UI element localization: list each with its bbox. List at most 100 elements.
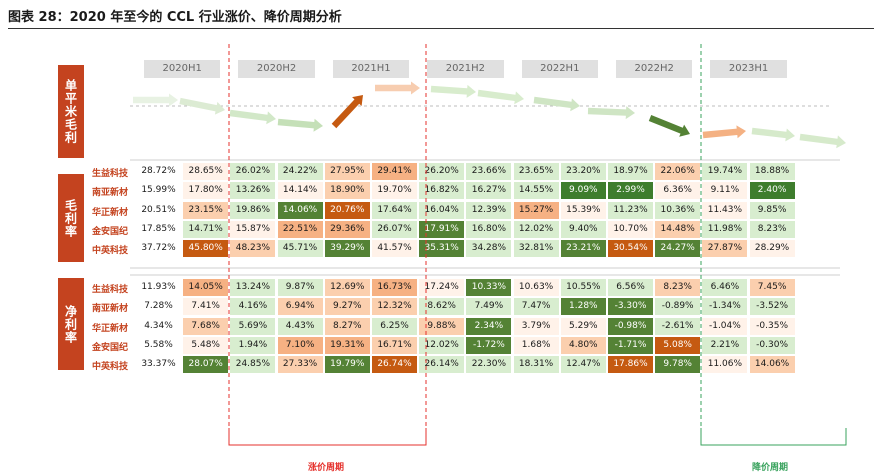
gross-margin-cell: 2.99% [608,182,653,200]
gross-margin-cell: 11.23% [608,201,653,219]
net-margin-cell: 7.10% [277,336,323,354]
gross-margin-cell: 9.09% [560,182,606,200]
row-label-gross-margin: 毛利率 [58,174,84,262]
gross-margin-cell: 18.97% [608,163,653,180]
net-margin-cell: -1.71% [608,336,653,354]
gross-margin-cell: 13.26% [230,182,276,200]
gross-margin-cell: 6.36% [655,182,701,200]
gross-margin-cell: 29.41% [372,163,417,180]
trend-arrow-down [430,84,476,98]
row-label-net-margin-text: 净利率 [63,304,78,344]
net-margin-cell: 9.78% [655,356,701,374]
gross-margin-cell: 14.71% [183,220,229,238]
net-margin-cell: 14.06% [749,356,795,374]
gross-margin-cell: 30.54% [608,240,653,258]
net-margin-cell: 4.34% [136,317,181,335]
net-margin-cell: 10.55% [560,279,606,296]
trend-arrow-down [751,127,795,142]
gross-margin-cell: 32.81% [513,240,559,258]
phase-label-down: 降价周期 [752,463,789,473]
net-margin-cell: -0.98% [608,317,653,335]
gross-margin-cell: 28.65% [183,163,229,180]
net-margin-cell: 6.94% [277,298,323,316]
net-margin-cell: 5.48% [183,336,229,354]
gross-margin-cell: 8.23% [749,220,795,238]
period-header: 2021H2 [427,60,504,78]
gross-margin-cell: 23.15% [183,201,229,219]
net-margin-cell: 12.47% [560,356,606,374]
net-margin-cell: 26.74% [372,356,417,374]
gross-margin-cell: 9.40% [560,220,606,238]
net-margin-cell: 5.08% [655,336,701,354]
net-margin-cell: 17.86% [608,356,653,374]
gross-margin-cell: 23.66% [466,163,512,180]
gross-margin-cell: 2.40% [749,182,795,200]
net-margin-cell: 6.56% [608,279,653,296]
net-margin-cell: 8.23% [655,279,701,296]
period-header: 2023H1 [710,60,787,78]
trend-arrow-up [331,95,363,129]
net-margin-cell: 11.06% [702,356,748,374]
net-margin-company-label: 生益科技 [91,285,128,295]
gross-margin-cell: 24.22% [277,163,323,180]
net-margin-cell: 12.32% [372,298,417,316]
row-label-gross-trend: 单平米毛利 [58,65,84,158]
net-margin-company-label: 华正新材 [91,323,128,334]
net-margin-cell: 6.46% [702,279,748,296]
gross-margin-cell: 9.85% [749,201,795,219]
trend-arrow-flat [133,93,178,107]
net-margin-cell: 19.31% [324,336,370,354]
net-margin-cell: 3.79% [513,317,559,335]
row-label-gross-margin-text: 毛利率 [63,198,78,238]
gross-margin-cell: 9.11% [702,182,748,200]
gross-margin-cell: 12.02% [513,220,559,238]
gross-margin-cell: 26.20% [419,163,465,180]
trend-arrow-flat [375,81,420,95]
net-margin-cell: 9.88% [419,317,465,335]
gross-margin-cell: 17.91% [419,220,465,238]
trend-arrow-up [702,125,746,139]
gross-margin-cell: 27.95% [324,163,370,180]
net-margin-cell: 2.34% [466,317,512,335]
gross-margin-cell: 16.04% [419,201,465,219]
gross-margin-cell: 19.70% [372,182,417,200]
net-margin-cell: -0.30% [749,336,795,354]
net-margin-cell: 26.14% [419,356,465,374]
net-margin-cell: 27.33% [277,356,323,374]
title-divider [8,28,874,29]
gross-margin-cell: 41.57% [372,240,417,258]
gross-margin-company-label: 华正新材 [91,207,128,218]
gross-margin-cell: 45.80% [183,240,229,258]
gross-margin-cell: 28.29% [749,240,795,258]
gross-margin-cell: 34.28% [466,240,512,258]
gross-margin-company-label: 金安国纪 [91,226,128,237]
trend-arrow-down [533,96,580,112]
period-header: 2022H1 [521,60,598,78]
up-cycle-bracket [228,428,427,446]
gross-margin-cell: 14.48% [655,220,701,238]
gross-margin-cell: 45.71% [277,240,323,258]
gross-margin-cell: 20.76% [324,201,370,219]
gross-margin-cell: 23.65% [513,163,559,180]
gross-margin-cell: 15.99% [136,182,181,200]
chart-title: 图表 28：2020 年至今的 CCL 行业涨价、降价周期分析 [8,10,342,25]
down-cycle-bracket [700,428,847,446]
gross-margin-cell: 26.07% [372,220,417,238]
gross-margin-cell: 16.80% [466,220,512,238]
gross-margin-cell: 15.39% [560,201,606,219]
gross-margin-cell: 23.21% [560,240,606,258]
net-margin-cell: 4.80% [560,336,606,354]
net-margin-cell: 9.87% [277,279,323,296]
net-margin-cell: 11.93% [136,279,181,296]
net-margin-cell: 7.28% [136,298,181,316]
period-header: 2021H1 [332,60,410,78]
net-margin-cell: 16.73% [372,279,417,296]
phase-label-up: 涨价周期 [308,463,345,473]
net-margin-cell: 4.16% [230,298,276,316]
gross-margin-cell: 26.02% [230,163,276,180]
net-margin-cell: 17.24% [419,279,465,296]
trend-arrow-down [179,97,225,115]
net-margin-cell: 7.45% [749,279,795,296]
net-margin-cell: 28.07% [183,356,229,374]
